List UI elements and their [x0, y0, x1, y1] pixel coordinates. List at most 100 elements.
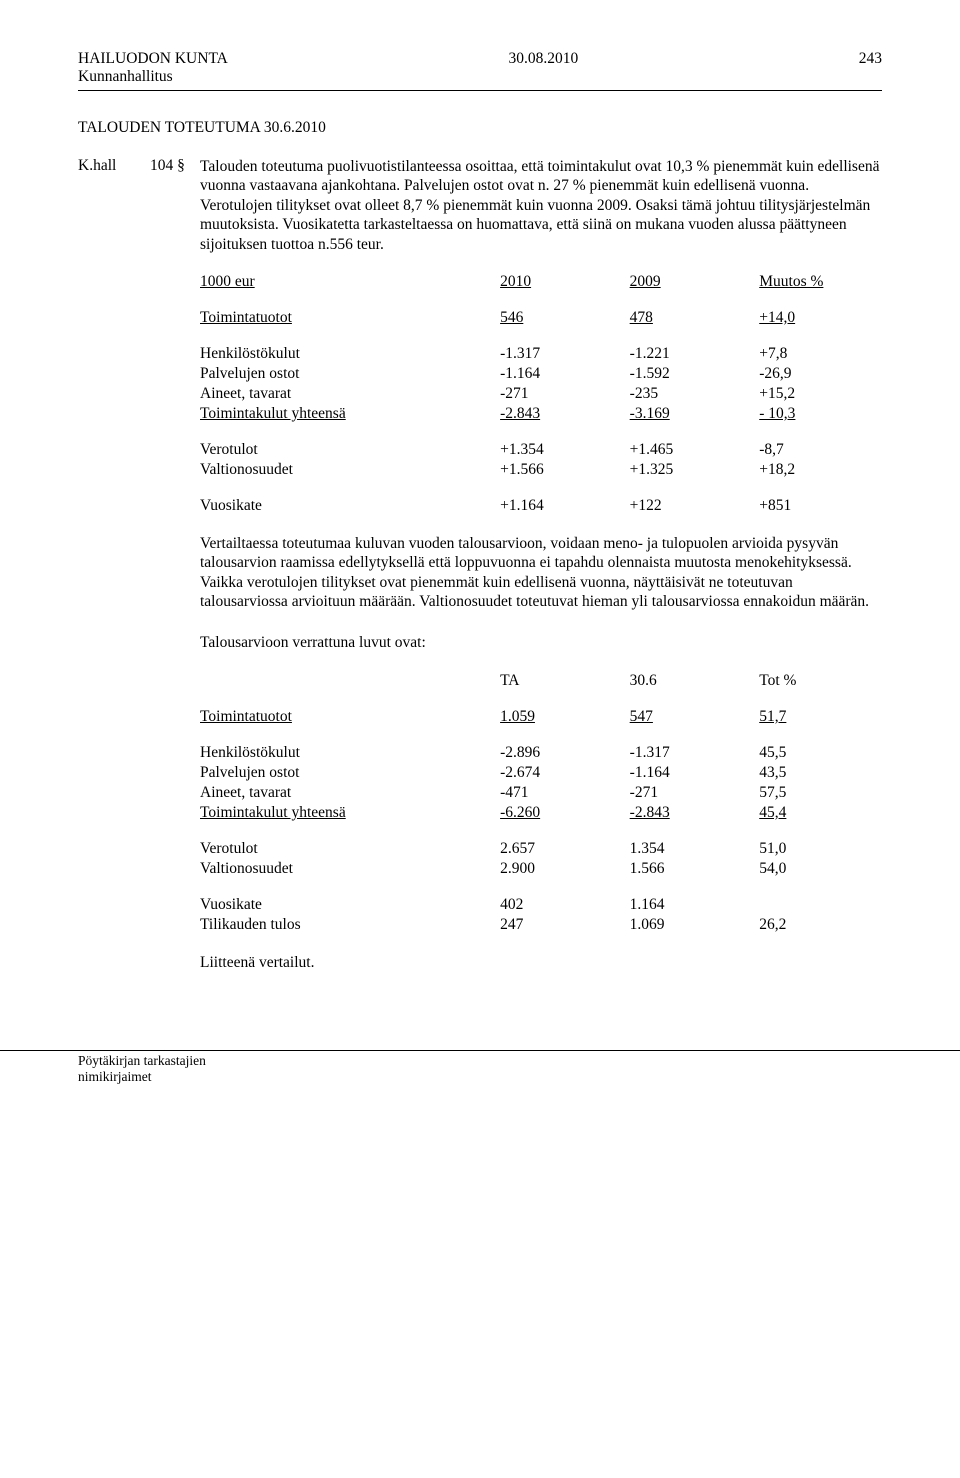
table-cell: -26,9: [759, 364, 882, 384]
page-header: HAILUODON KUNTA Kunnanhallitus 30.08.201…: [78, 50, 882, 86]
table-row: Valtionosuudet+1.566+1.325+18,2: [200, 460, 882, 480]
table-cell: -6.260: [500, 803, 630, 823]
table-cell: -471: [500, 783, 630, 803]
table-cell: Henkilöstökulut: [200, 344, 500, 364]
table-cell: Vuosikate: [200, 895, 500, 915]
table-row: [200, 879, 882, 895]
table-cell: -1.317: [630, 743, 760, 763]
org-name: HAILUODON KUNTA: [78, 50, 228, 68]
table-cell: +7,8: [759, 344, 882, 364]
table-cell: -271: [500, 384, 630, 404]
table-row: Toimintakulut yhteensä-2.843-3.169- 10,3: [200, 404, 882, 424]
table-cell: Henkilöstökulut: [200, 743, 500, 763]
col-header: 2009: [630, 272, 760, 292]
table-cell: Aineet, tavarat: [200, 783, 500, 803]
table-cell: Verotulot: [200, 839, 500, 859]
table-cell: -271: [630, 783, 760, 803]
table-cell: Tilikauden tulos: [200, 915, 500, 935]
table-cell: 2.657: [500, 839, 630, 859]
table-cell: 54,0: [759, 859, 882, 879]
table-cell: 1.069: [630, 915, 760, 935]
col-header: Tot %: [759, 671, 882, 691]
paragraph-3: Talousarvioon verrattuna luvut ovat:: [200, 633, 882, 652]
table-row: Vuosikate4021.164: [200, 895, 882, 915]
footer-divider: [0, 1050, 960, 1051]
table-row: Tilikauden tulos2471.06926,2: [200, 915, 882, 935]
table-cell: 51,0: [759, 839, 882, 859]
table-row: Toimintakulut yhteensä-6.260-2.84345,4: [200, 803, 882, 823]
table-cell: -2.843: [630, 803, 760, 823]
col-header: TA: [500, 671, 630, 691]
table-cell: Toimintakulut yhteensä: [200, 404, 500, 424]
table-row: Verotulot+1.354+1.465-8,7: [200, 440, 882, 460]
table-cell: -235: [630, 384, 760, 404]
table-cell: +1.465: [630, 440, 760, 460]
item-label: K.hall: [78, 157, 150, 175]
table-cell: 547: [630, 707, 760, 727]
table-cell: 402: [500, 895, 630, 915]
paragraph-4: Liitteenä vertailut.: [200, 953, 882, 972]
table-cell: Vuosikate: [200, 496, 500, 516]
table-cell: Toimintatuotot: [200, 707, 500, 727]
table-cell: -3.169: [630, 404, 760, 424]
table-row: Henkilöstökulut-1.317-1.221+7,8: [200, 344, 882, 364]
table-cell: Palvelujen ostot: [200, 763, 500, 783]
table-row: Verotulot2.6571.35451,0: [200, 839, 882, 859]
table-row: Valtionosuudet2.9001.56654,0: [200, 859, 882, 879]
col-header: Muutos %: [759, 272, 882, 292]
table-cell: -1.164: [630, 763, 760, 783]
table-row: [200, 328, 882, 344]
footer-line-2: nimikirjaimet: [78, 1069, 152, 1084]
table-cell: Aineet, tavarat: [200, 384, 500, 404]
footer-line-1: Pöytäkirjan tarkastajien: [78, 1053, 206, 1068]
table-row: Vuosikate+1.164+122+851: [200, 496, 882, 516]
table-header-row: TA 30.6 Tot %: [200, 671, 882, 691]
paragraph-2: Vertailtaessa toteutumaa kuluvan vuoden …: [200, 534, 882, 612]
section-title: TALOUDEN TOTEUTUMA 30.6.2010: [78, 119, 882, 137]
table-cell: +122: [630, 496, 760, 516]
table-cell: 26,2: [759, 915, 882, 935]
table-cell: -8,7: [759, 440, 882, 460]
table-cell: [759, 895, 882, 915]
table-cell: Valtionosuudet: [200, 859, 500, 879]
table-cell: 1.164: [630, 895, 760, 915]
table-cell: Toimintatuotot: [200, 308, 500, 328]
col-header: 1000 eur: [200, 272, 500, 292]
table-header-row: 1000 eur 2010 2009 Muutos %: [200, 272, 882, 292]
table-cell: +1.354: [500, 440, 630, 460]
header-divider: [78, 90, 882, 91]
budget-comparison-table: TA 30.6 Tot % Toimintatuotot1.05954751,7…: [200, 671, 882, 935]
table-cell: +1.325: [630, 460, 760, 480]
table-cell: +1.164: [500, 496, 630, 516]
table-cell: -2.843: [500, 404, 630, 424]
table-row: Toimintatuotot546478+14,0: [200, 308, 882, 328]
col-header: 2010: [500, 272, 630, 292]
table-cell: - 10,3: [759, 404, 882, 424]
table-cell: 1.354: [630, 839, 760, 859]
table-cell: +15,2: [759, 384, 882, 404]
org-sub: Kunnanhallitus: [78, 68, 228, 86]
table-cell: 478: [630, 308, 760, 328]
table-cell: -1.164: [500, 364, 630, 384]
table-cell: 45,4: [759, 803, 882, 823]
paragraph-1: Talouden toteutuma puolivuotistilanteess…: [200, 157, 882, 254]
table-cell: +14,0: [759, 308, 882, 328]
table-row: Henkilöstökulut-2.896-1.31745,5: [200, 743, 882, 763]
table-cell: -2.674: [500, 763, 630, 783]
table-cell: -1.221: [630, 344, 760, 364]
table-row: Toimintatuotot1.05954751,7: [200, 707, 882, 727]
footer-text: Pöytäkirjan tarkastajien nimikirjaimet: [0, 1053, 960, 1085]
table-cell: 51,7: [759, 707, 882, 727]
table-cell: 45,5: [759, 743, 882, 763]
table-cell: 1.059: [500, 707, 630, 727]
table-row: Aineet, tavarat-271-235+15,2: [200, 384, 882, 404]
table-cell: Verotulot: [200, 440, 500, 460]
table-cell: -2.896: [500, 743, 630, 763]
table-cell: +851: [759, 496, 882, 516]
table-cell: 43,5: [759, 763, 882, 783]
comparison-table-2010-2009: 1000 eur 2010 2009 Muutos % Toimintatuot…: [200, 272, 882, 516]
table-row: Palvelujen ostot-1.164-1.592-26,9: [200, 364, 882, 384]
table-cell: Palvelujen ostot: [200, 364, 500, 384]
table-cell: +1.566: [500, 460, 630, 480]
table-cell: +18,2: [759, 460, 882, 480]
